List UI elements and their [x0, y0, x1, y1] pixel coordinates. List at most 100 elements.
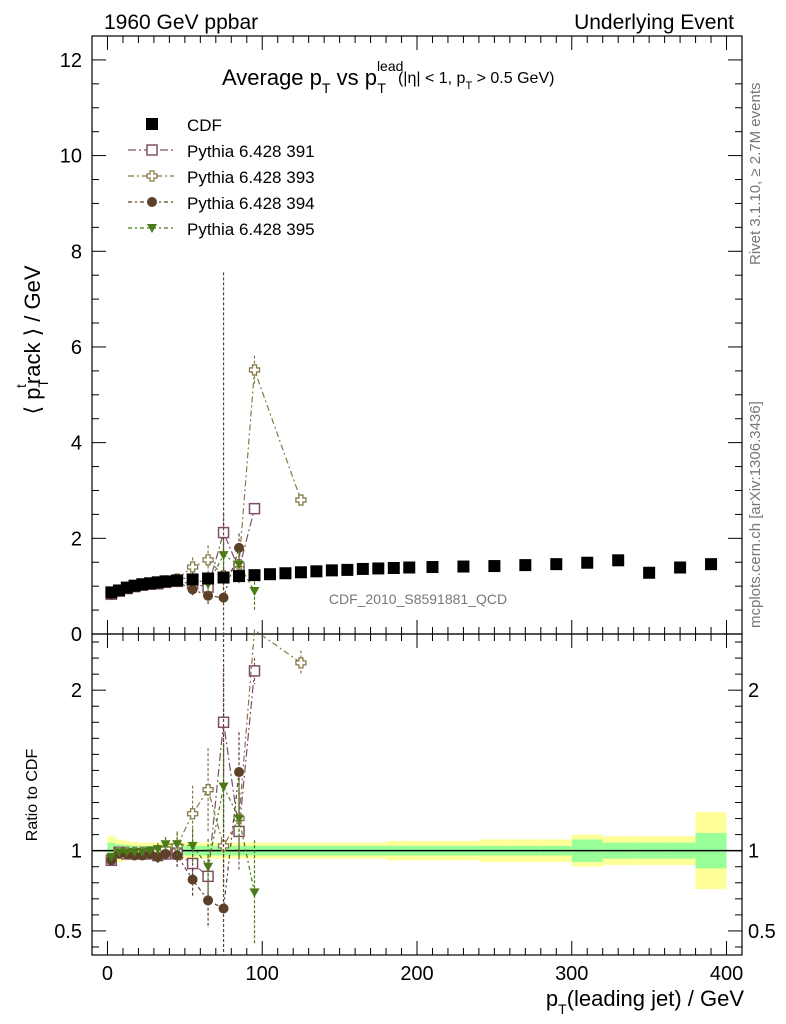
point-3	[218, 592, 229, 603]
ratio-y-tick-label: 2	[71, 680, 82, 702]
cdf-point	[372, 562, 385, 575]
point-3	[234, 542, 245, 553]
y-tick-label: 10	[60, 146, 82, 168]
ratio-point-4	[203, 862, 214, 872]
cdf-point	[519, 559, 532, 572]
x-tick-label: 100	[246, 963, 279, 985]
legend-label-2: Pythia 6.428 393	[187, 168, 315, 187]
ratio-y-tick-label: 0.5	[54, 921, 82, 943]
plot-title: Average pT vs plead T(|η| < 1, pT > 0.5 G…	[222, 58, 554, 96]
ratio-y-tick-label-right: 1	[748, 841, 759, 863]
ratio-point-4	[152, 845, 163, 855]
x-tick-label: 400	[710, 963, 743, 985]
point-3	[187, 584, 198, 595]
ratio-point-4	[129, 848, 140, 858]
cdf-point	[217, 571, 230, 584]
point-4	[218, 551, 229, 561]
ratio-frame-box	[91, 633, 743, 956]
ratio-point-4	[249, 888, 260, 898]
ratio-point-3	[218, 903, 229, 914]
ratio-y-tick-label-right: 2	[748, 680, 759, 702]
y-tick-label: 6	[71, 337, 82, 359]
ratio-line-4	[111, 784, 256, 893]
ratio-point-4	[145, 846, 156, 856]
y-axis-label-main: ⟨ pTtrack ⟩ / GeV	[13, 265, 51, 414]
ratio-point-1	[248, 665, 261, 677]
cdf-point	[186, 573, 199, 586]
legend-label-3: Pythia 6.428 394	[187, 194, 315, 213]
point-3	[203, 590, 214, 601]
ratio-y-tick-label-right: 0.5	[748, 921, 776, 943]
ratio-line-2	[110, 628, 302, 860]
header-left: 1960 GeV ppbar	[104, 11, 258, 34]
legend-marker-0	[146, 118, 158, 130]
legend: CDF Pythia 6.428 391 Pythia 6.428 393 Pythi…	[128, 116, 315, 239]
cdf-point	[488, 560, 501, 573]
cdf-point	[674, 561, 687, 574]
cdf-point	[550, 558, 563, 571]
cdf-point	[202, 572, 215, 585]
point-1	[248, 502, 261, 515]
header-right: Underlying Event	[574, 11, 734, 34]
y-tick-label: 4	[71, 433, 82, 455]
cdf-point	[233, 570, 246, 583]
legend-marker-2	[146, 170, 158, 182]
rivet-label: Rivet 3.1.10, ≥ 2.7M events	[747, 83, 764, 266]
legend-label-4: Pythia 6.428 395	[187, 220, 315, 239]
y-tick-label: 8	[71, 241, 82, 263]
cdf-point	[279, 567, 292, 580]
ratio-point-3	[160, 848, 171, 859]
y-tick-label: 0	[71, 624, 82, 646]
ratio-point-4	[218, 782, 229, 792]
cdf-point	[403, 561, 416, 574]
cdf-point	[310, 565, 323, 578]
main-plot-frame: 0 2 4 6 8 10 12	[60, 35, 743, 646]
cdf-point	[356, 562, 369, 575]
cdf-point	[341, 563, 354, 576]
cdf-point	[426, 561, 439, 574]
y-axis-label-ratio: Ratio to CDF	[24, 749, 41, 842]
cdf-point	[581, 556, 594, 569]
point-4	[249, 586, 260, 596]
mcplots-label: mcplots.cern.ch [arXiv:1306.3436]	[747, 401, 764, 628]
point-2	[295, 494, 307, 506]
ratio-point-4	[160, 840, 171, 850]
ratio-point-3	[152, 852, 163, 863]
ratio-point-3	[187, 874, 198, 885]
ratio-point-4	[114, 848, 125, 858]
ratio-point-3	[203, 895, 214, 906]
ratio-y-tick-label: 1	[71, 841, 82, 863]
ratio-point-2	[202, 784, 214, 796]
cdf-point	[294, 566, 307, 579]
x-tick-label: 300	[555, 963, 588, 985]
ratio-point-1	[217, 716, 230, 729]
cdf-point	[612, 554, 625, 567]
ratio-point-3	[234, 767, 245, 778]
ratio-point-4	[187, 841, 198, 851]
legend-marker-3	[147, 197, 157, 207]
main-plot-data	[105, 272, 718, 634]
x-tick-label: 0	[102, 963, 113, 985]
ratio-point-4	[137, 848, 148, 858]
point-2	[186, 561, 199, 573]
cdf-point	[325, 564, 338, 577]
ratio-point-4	[121, 848, 132, 858]
y-tick-label: 2	[71, 528, 82, 550]
cdf-point	[457, 560, 470, 573]
ratio-point-4	[234, 814, 245, 824]
point-2	[202, 554, 214, 566]
x-axis-label: pT(leading jet) / GeV	[546, 986, 744, 1017]
cdf-point	[171, 574, 184, 587]
cdf-point	[159, 575, 172, 588]
legend-label-1: Pythia 6.428 391	[187, 142, 315, 161]
y-tick-label: 12	[60, 50, 82, 72]
ratio-point-2	[186, 808, 199, 820]
ratio-point-4	[172, 840, 183, 850]
cdf-point	[705, 558, 718, 571]
legend-marker-4	[147, 224, 157, 233]
cdf-point	[263, 568, 276, 581]
legend-marker-1	[146, 144, 158, 156]
ratio-point-2	[295, 657, 307, 669]
